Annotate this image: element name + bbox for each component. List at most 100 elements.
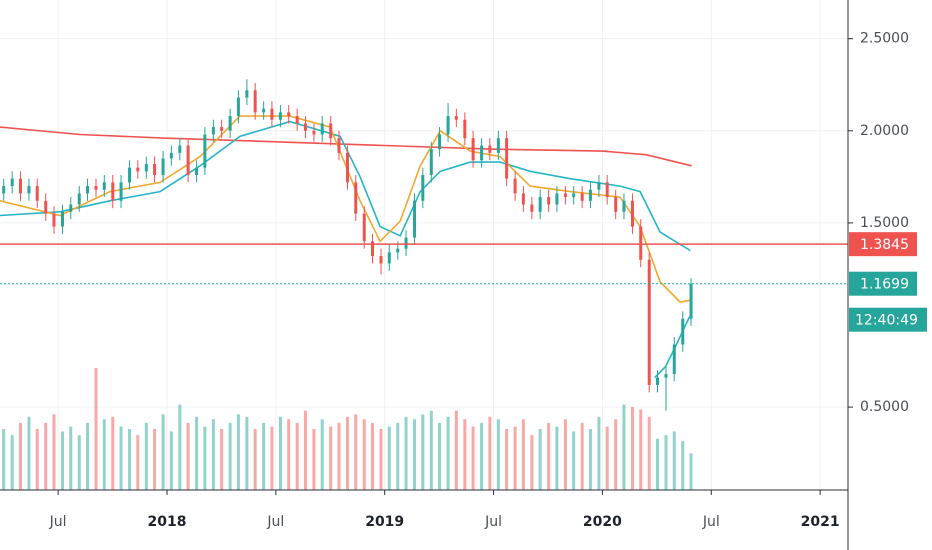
- x-tick-label: 2021: [801, 514, 840, 530]
- volume-bar: [563, 419, 567, 490]
- volume-bar: [94, 368, 98, 490]
- countdown-label: 12:40:49: [855, 313, 918, 329]
- candle-body: [572, 193, 576, 198]
- candle-body: [262, 108, 266, 113]
- volume-bar: [505, 429, 509, 490]
- y-tick-label: 0.5000: [860, 399, 909, 415]
- candle-body: [35, 186, 39, 201]
- volume-bar: [588, 429, 592, 490]
- volume-bar: [119, 426, 123, 490]
- volume-bar: [614, 419, 618, 490]
- candle-body: [312, 130, 316, 135]
- volume-bar: [27, 416, 31, 490]
- candle-body: [128, 167, 132, 183]
- candle-body: [161, 158, 165, 175]
- volume-bar: [270, 426, 274, 490]
- volume-bar: [211, 419, 215, 490]
- candle-body: [228, 116, 232, 131]
- candle-body: [278, 112, 282, 120]
- volume-bar: [647, 416, 651, 490]
- candle-body: [463, 119, 467, 139]
- candle-body: [295, 116, 299, 124]
- volume-bar: [2, 429, 6, 490]
- volume-bar: [605, 426, 609, 490]
- candle-body: [18, 178, 22, 194]
- volume-bar: [203, 426, 207, 490]
- volume-bar: [362, 419, 366, 490]
- candle-body: [446, 116, 450, 135]
- x-tick-label: 2019: [365, 514, 404, 530]
- candle-body: [153, 163, 157, 175]
- volume-bar: [655, 438, 659, 490]
- candle-body: [480, 145, 484, 161]
- candle-body: [86, 186, 90, 194]
- volume-bar: [547, 422, 551, 490]
- candle-body: [454, 116, 458, 120]
- volume-bar: [228, 422, 232, 490]
- axes: 0.5000 1.5000 2.0000 2.5000 Jul 2018 Jul 2019 Ju…: [49, 31, 927, 530]
- candle-body: [44, 200, 48, 214]
- volume-bar: [371, 422, 375, 490]
- grid: [0, 0, 848, 490]
- volume-bar: [597, 416, 601, 490]
- candle-body: [220, 127, 224, 131]
- volume-bar: [69, 426, 73, 490]
- volume-bar: [287, 419, 291, 490]
- volume-bar: [664, 435, 668, 490]
- volume-bar: [429, 410, 433, 490]
- volume-bar: [111, 416, 115, 490]
- candle-body: [245, 90, 249, 98]
- moving-averages: [0, 115, 692, 379]
- volume-bar: [572, 431, 576, 490]
- candle-body: [404, 237, 408, 249]
- candle-body: [496, 138, 500, 153]
- candle-body: [513, 178, 517, 194]
- x-tick-label: Jul: [484, 514, 502, 530]
- volume-bar: [555, 426, 559, 490]
- candle-body: [471, 138, 475, 161]
- candle-body: [345, 152, 349, 183]
- candle-body: [337, 138, 341, 153]
- candle-body: [639, 226, 643, 260]
- volume-bar: [354, 414, 358, 490]
- candle-body: [588, 189, 592, 201]
- candle-body: [60, 211, 64, 227]
- volume-bar: [530, 435, 534, 490]
- volume-bar: [480, 422, 484, 490]
- candle-body: [354, 182, 358, 214]
- candle-body: [253, 90, 257, 113]
- candle-body: [203, 134, 207, 168]
- x-tick-label: Jul: [49, 514, 67, 530]
- candle-body: [538, 197, 542, 212]
- volume-bar: [345, 416, 349, 490]
- volume-bar: [278, 416, 282, 490]
- candle-body: [396, 248, 400, 253]
- candle-body: [211, 127, 215, 135]
- volume-bar: [396, 422, 400, 490]
- volume-bar: [513, 426, 517, 490]
- candle-body: [521, 193, 525, 205]
- candle-body: [647, 259, 651, 385]
- price-line-tag: [849, 232, 917, 257]
- candle-body: [102, 182, 106, 190]
- candle-body: [614, 197, 618, 212]
- volume-bar: [44, 422, 48, 490]
- volume-bar: [387, 426, 391, 490]
- volume-bar: [18, 422, 22, 490]
- volume-bar: [195, 416, 199, 490]
- candle-body: [580, 193, 584, 201]
- price-line-label: 1.3845: [860, 237, 909, 253]
- volume-pane: [2, 368, 693, 490]
- candle-body: [144, 163, 148, 172]
- volume-bar: [438, 422, 442, 490]
- candle-body: [236, 97, 240, 117]
- volume-bar: [253, 429, 257, 490]
- candle-body: [421, 175, 425, 201]
- volume-bar: [630, 407, 634, 490]
- candle-body: [438, 134, 442, 150]
- volume-bar: [169, 431, 173, 490]
- candle-body: [69, 204, 73, 212]
- volume-bar: [421, 414, 425, 490]
- volume-bar: [580, 422, 584, 490]
- volume-bar: [689, 453, 693, 490]
